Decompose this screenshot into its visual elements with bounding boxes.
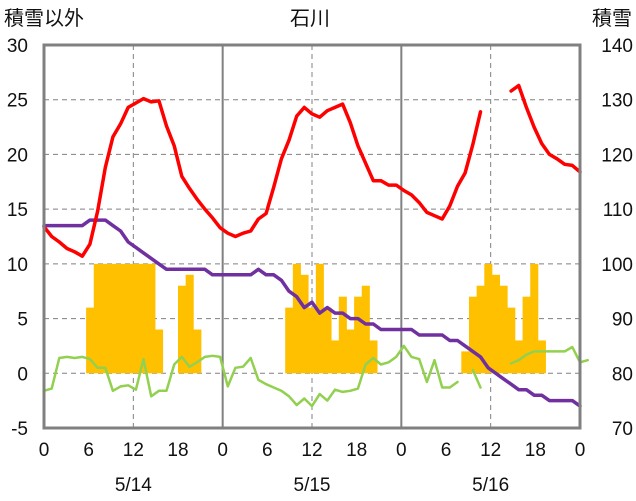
left-tick-label: 10 [7,255,28,276]
sunshine-bar [101,263,110,374]
sunshine-bar [331,340,340,374]
sunshine-bar [461,351,470,374]
sunshine-bar [124,263,133,374]
sunshine-bar [308,307,317,374]
left-tick-label: 0 [17,364,28,385]
wind-line [42,344,589,408]
right-axis-ticks: 140 130 120 110 100 90 80 70 [601,36,633,440]
left-axis-ticks: 30 25 20 15 10 5 0 -5 [7,36,28,440]
sunshine-bar [514,340,523,374]
sunshine-bar [86,307,95,374]
x-tick-label: 0 [217,440,228,461]
plot-frame [42,43,582,430]
right-tick-label: 80 [612,364,633,385]
date-label: 5/15 [294,475,331,496]
right-tick-label: 70 [612,419,633,440]
sunshine-bar [315,263,324,374]
sunshine-bar [537,340,546,374]
snow_depth-line [42,218,582,408]
right-axis-label: 積雪 [592,6,632,30]
sunshine-bar [522,296,531,374]
sunshine-bar [116,263,125,374]
sunshine-bar [491,274,500,374]
left-tick-label: 25 [7,91,28,112]
sunshine-bar [499,285,508,374]
sunshine-bar [338,296,347,374]
sunshine-bar [285,307,294,374]
date-label: 5/14 [115,475,152,496]
sunshine-bar [193,329,202,374]
sunshine-bars [86,263,546,374]
sunshine-bar [147,263,156,374]
x-tick-label: 12 [123,440,144,461]
chart-title: 石川 [290,6,330,30]
date-labels: 5/14 5/15 5/16 [115,475,509,496]
right-tick-label: 100 [601,255,633,276]
x-tick-label: 18 [167,440,188,461]
sunshine-bar [354,296,363,374]
sunshine-bar [346,329,355,374]
sunshine-bar [132,263,141,374]
x-tick-label: 6 [441,440,452,461]
sunshine-bar [476,285,485,374]
temperature-line [42,83,582,258]
x-tick-label: 12 [301,440,322,461]
sunshine-bar [185,274,194,374]
sunshine-bar [109,263,118,374]
x-tick-label: 6 [262,440,273,461]
sunshine-bar [292,263,301,374]
right-tick-label: 130 [601,91,633,112]
left-tick-label: 15 [7,200,28,221]
x-tick-label: 18 [525,440,546,461]
sunshine-bar [178,285,187,374]
x-tick-label: 6 [83,440,94,461]
x-tick-label: 18 [346,440,367,461]
series-lines [42,83,589,408]
right-tick-label: 110 [603,200,633,221]
date-label: 5/16 [472,475,509,496]
right-tick-label: 120 [601,145,633,166]
sunshine-bar [93,263,102,374]
left-tick-label: 20 [7,145,28,166]
sunshine-bar [323,307,332,374]
sunshine-bar [484,263,493,374]
right-tick-label: 90 [612,310,633,331]
sunshine-bar [468,296,478,374]
sunshine-bar [139,263,148,374]
left-tick-label: 5 [17,310,28,331]
left-tick-label: -5 [11,419,28,440]
sunshine-bar [300,274,309,374]
right-tick-label: 140 [601,36,633,57]
sunshine-bar [530,263,539,374]
x-axis-ticks: 0 6 12 18 0 6 12 18 0 6 12 18 0 [39,440,586,461]
left-axis-label: 積雪以外 [4,6,84,30]
left-tick-label: 30 [7,36,28,57]
sunshine-bar [155,329,164,374]
sunshine-bar [507,307,516,374]
x-tick-label: 0 [396,440,407,461]
x-tick-label: 0 [39,440,50,461]
x-tick-label: 12 [480,440,501,461]
sunshine-bar [361,285,370,374]
x-tick-label: 0 [575,440,586,461]
